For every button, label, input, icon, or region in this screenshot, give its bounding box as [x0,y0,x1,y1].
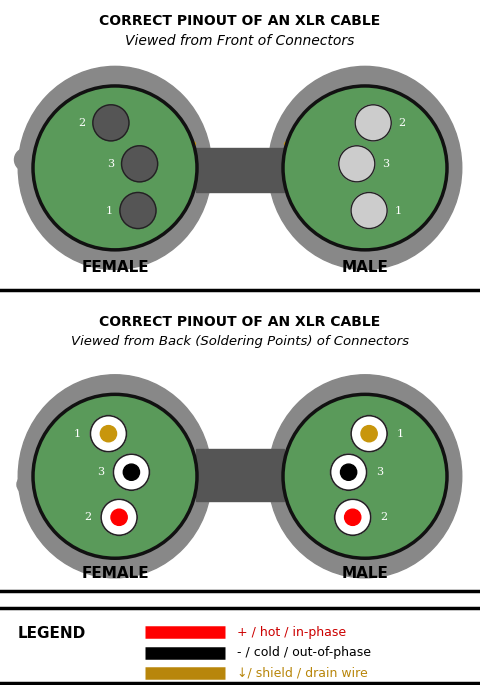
Circle shape [355,105,391,141]
Bar [196,148,284,192]
Text: FEMALE: FEMALE [81,260,149,275]
Circle shape [335,499,371,535]
Text: 2: 2 [79,118,86,128]
Circle shape [345,509,361,525]
Text: MALE: MALE [342,566,388,581]
Text: FEMALE: FEMALE [81,566,149,581]
Ellipse shape [18,66,212,269]
Circle shape [120,192,156,229]
Text: ↓/ shield / drain wire: ↓/ shield / drain wire [237,667,368,680]
Text: 3: 3 [108,159,114,169]
Ellipse shape [33,395,197,558]
Text: 1: 1 [74,429,81,438]
Circle shape [339,146,375,182]
Circle shape [351,416,387,451]
Circle shape [351,192,387,229]
Text: LEGEND: LEGEND [18,626,86,641]
Ellipse shape [18,375,212,578]
Ellipse shape [268,66,462,269]
Text: 2: 2 [84,512,92,522]
Circle shape [93,105,129,141]
Circle shape [340,464,357,480]
Text: 3: 3 [376,467,384,477]
Circle shape [361,425,377,442]
Bar [196,449,284,501]
Text: 3: 3 [382,159,389,169]
Ellipse shape [33,86,197,250]
Text: 1: 1 [394,206,401,216]
Text: CORRECT PINOUT OF AN XLR CABLE: CORRECT PINOUT OF AN XLR CABLE [99,315,381,329]
Text: + / hot / in-phase: + / hot / in-phase [237,626,346,639]
Ellipse shape [283,86,447,250]
Text: 2: 2 [380,512,387,522]
Circle shape [101,499,137,535]
Ellipse shape [17,475,35,493]
Circle shape [90,416,127,451]
Text: Viewed from Back (Soldering Points) of Connectors: Viewed from Back (Soldering Points) of C… [71,336,409,349]
Circle shape [100,425,117,442]
Text: - / cold / out-of-phase: - / cold / out-of-phase [237,646,371,659]
Text: MALE: MALE [342,260,388,275]
Text: 3: 3 [96,467,104,477]
Text: CORRECT PINOUT OF AN XLR CABLE: CORRECT PINOUT OF AN XLR CABLE [99,14,381,28]
Text: Viewed from Front of Connectors: Viewed from Front of Connectors [125,34,355,48]
Circle shape [331,454,367,490]
Ellipse shape [268,375,462,578]
Text: 1: 1 [106,206,113,216]
Circle shape [111,509,127,525]
Circle shape [113,454,149,490]
Circle shape [123,464,140,480]
Text: 2: 2 [398,118,406,128]
Ellipse shape [283,395,447,558]
Circle shape [121,146,157,182]
Ellipse shape [14,148,37,171]
Text: 1: 1 [396,429,404,438]
